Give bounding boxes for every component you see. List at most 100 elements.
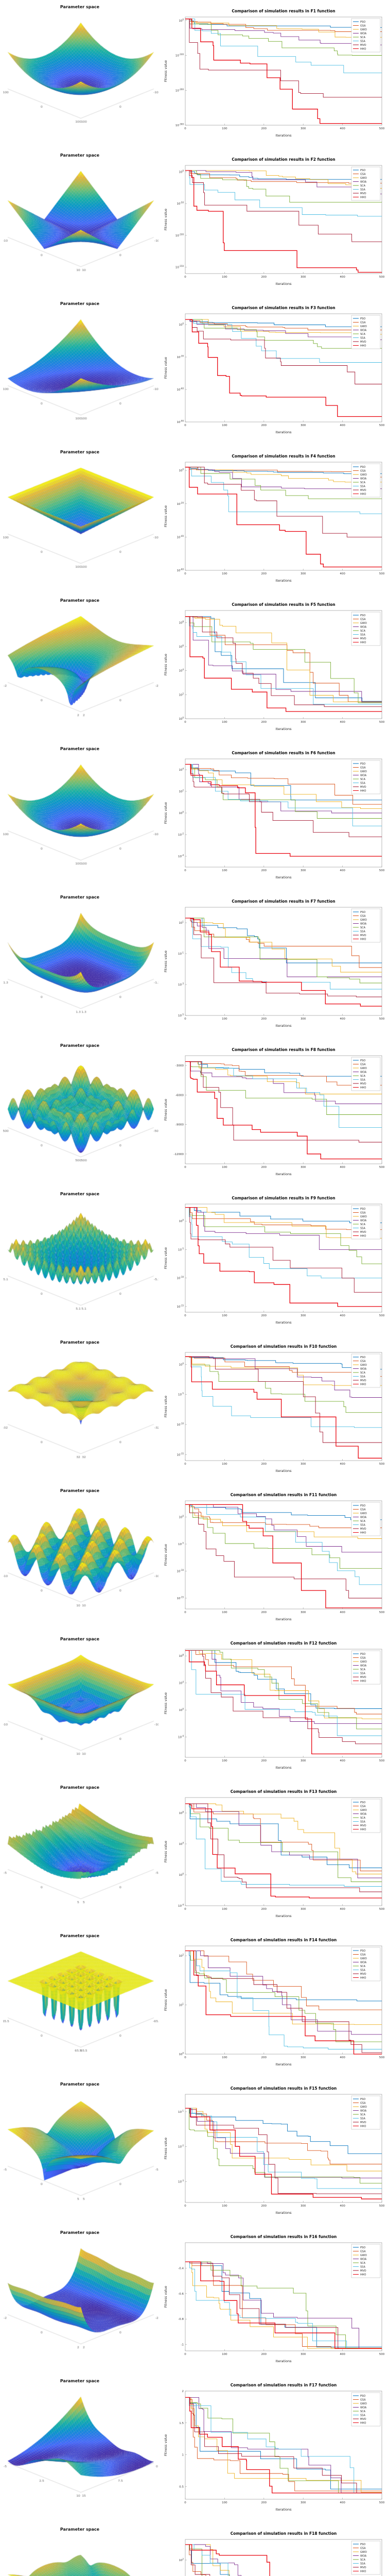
x-axis-label: Iterations: [276, 1024, 292, 1028]
surface-canvas: [3, 2087, 158, 2209]
svg-text:PSO: PSO: [360, 1208, 365, 1211]
surface-title: Parameter space: [60, 2379, 100, 2383]
series-SSA: [185, 1207, 382, 1279]
convergence-chart: Comparison of simulation results in F4 f…: [162, 452, 386, 586]
chart-title: Comparison of simulation results in F13 …: [231, 1789, 337, 1794]
chart-title: Comparison of simulation results in F1 f…: [232, 9, 335, 13]
parameter-space-panel: Parameter space F8(x₁ , x₂): [0, 1039, 160, 1187]
svg-text:MVO: MVO: [360, 1973, 366, 1976]
svg-text:10-5: 10-5: [178, 1542, 184, 1547]
convergence-panel: Comparison of simulation results in F14 …: [160, 1929, 388, 2077]
surface-canvas: [3, 1641, 158, 1764]
svg-text:100: 100: [222, 2205, 227, 2208]
svg-text:HHO: HHO: [360, 789, 366, 792]
y-axis-label: Fitness value: [164, 2286, 168, 2308]
svg-text:SSA: SSA: [360, 930, 365, 933]
series-GWO: [185, 2261, 382, 2349]
svg-text:500: 500: [379, 721, 385, 724]
svg-text:400: 400: [340, 276, 345, 279]
svg-text:MVO: MVO: [360, 934, 366, 937]
svg-text:MVO: MVO: [360, 786, 366, 789]
parameter-space-panel: Parameter space F16(x₁ , x₂): [0, 2226, 160, 2374]
convergence-chart: Comparison of simulation results in F2 f…: [162, 155, 386, 289]
svg-text:MVO: MVO: [360, 2566, 366, 2569]
series-PSO: [185, 764, 382, 801]
series-GWO: [185, 2544, 230, 2576]
svg-text:200: 200: [261, 869, 267, 872]
svg-text:0: 0: [184, 1611, 186, 1614]
series-HHO: [185, 170, 382, 273]
surface-canvas: [3, 1938, 158, 2061]
svg-text:SSA: SSA: [360, 1523, 365, 1527]
svg-text:100: 100: [179, 1362, 184, 1367]
benchmark-row: Parameter space F8(x₁ , x₂) Comparison o…: [0, 1039, 388, 1187]
surface-title: Parameter space: [60, 1637, 100, 1641]
svg-text:GWO: GWO: [360, 1067, 367, 1070]
svg-text:0: 0: [184, 721, 186, 724]
svg-text:SCA: SCA: [360, 2410, 366, 2413]
series-GSA: [185, 1061, 382, 1086]
series-HHO: [185, 764, 382, 857]
svg-text:200: 200: [261, 424, 267, 427]
surface-title: Parameter space: [60, 450, 100, 454]
svg-text:GWO: GWO: [360, 473, 367, 477]
svg-text:MVO: MVO: [360, 1528, 366, 1531]
svg-text:GWO: GWO: [360, 2254, 367, 2257]
svg-text:300: 300: [301, 1759, 306, 1762]
svg-text:HHO: HHO: [360, 493, 366, 496]
series-HHO: [185, 2397, 382, 2494]
svg-text:100: 100: [222, 721, 227, 724]
svg-text:400: 400: [340, 1759, 345, 1762]
series-PSO: [185, 2108, 382, 2154]
svg-text:PSO: PSO: [360, 1653, 365, 1656]
convergence-panel: Comparison of simulation results in F18 …: [160, 2522, 388, 2576]
svg-text:SCA: SCA: [360, 630, 366, 633]
svg-text:PSO: PSO: [360, 2246, 365, 2249]
svg-text:100: 100: [222, 127, 227, 130]
svg-text:200: 200: [261, 2353, 267, 2356]
svg-text:100: 100: [222, 1611, 227, 1614]
series-GSA: [185, 1803, 382, 1871]
series-PSO: [185, 918, 382, 963]
surface-canvas: [3, 9, 158, 132]
series-MVO: [185, 2544, 210, 2576]
y-axis-label: Fitness value: [164, 60, 168, 82]
svg-text:100: 100: [222, 572, 227, 575]
svg-text:MVO: MVO: [360, 489, 366, 492]
svg-text:400: 400: [340, 1611, 345, 1614]
svg-text:WOA: WOA: [360, 1664, 367, 1667]
svg-text:SSA: SSA: [360, 336, 365, 340]
svg-text:HHO: HHO: [360, 196, 366, 199]
svg-text:HHO: HHO: [360, 47, 366, 50]
svg-text:WOA: WOA: [360, 32, 367, 35]
svg-text:SCA: SCA: [360, 1075, 366, 1078]
svg-text:400: 400: [340, 1314, 345, 1317]
convergence-chart: Comparison of simulation results in F6 f…: [162, 749, 386, 883]
chart-title: Comparison of simulation results in F11 …: [231, 1493, 337, 1497]
svg-text:500: 500: [379, 276, 385, 279]
svg-text:102: 102: [179, 2558, 184, 2563]
svg-text:GSA: GSA: [360, 1656, 366, 1659]
y-axis-label: Fitness value: [164, 2434, 168, 2456]
surface-canvas: [3, 2235, 158, 2358]
svg-text:HHO: HHO: [360, 1234, 366, 1238]
svg-text:SSA: SSA: [360, 1227, 365, 1230]
chart-title: Comparison of simulation results in F6 f…: [232, 751, 335, 755]
convergence-panel: Comparison of simulation results in F8 f…: [160, 1039, 388, 1187]
svg-text:100: 100: [222, 869, 227, 872]
series-MVO: [185, 19, 382, 98]
svg-text:0.5: 0.5: [179, 2485, 184, 2488]
svg-text:10-3: 10-3: [178, 2179, 184, 2184]
svg-text:0: 0: [184, 1908, 186, 1911]
series-HHO: [185, 19, 382, 124]
svg-text:10-15: 10-15: [177, 1452, 184, 1457]
series-PSO: [185, 1061, 382, 1077]
svg-text:108: 108: [179, 620, 184, 625]
svg-text:GSA: GSA: [360, 1805, 366, 1808]
svg-text:2: 2: [182, 2390, 184, 2393]
svg-text:GWO: GWO: [360, 770, 367, 773]
